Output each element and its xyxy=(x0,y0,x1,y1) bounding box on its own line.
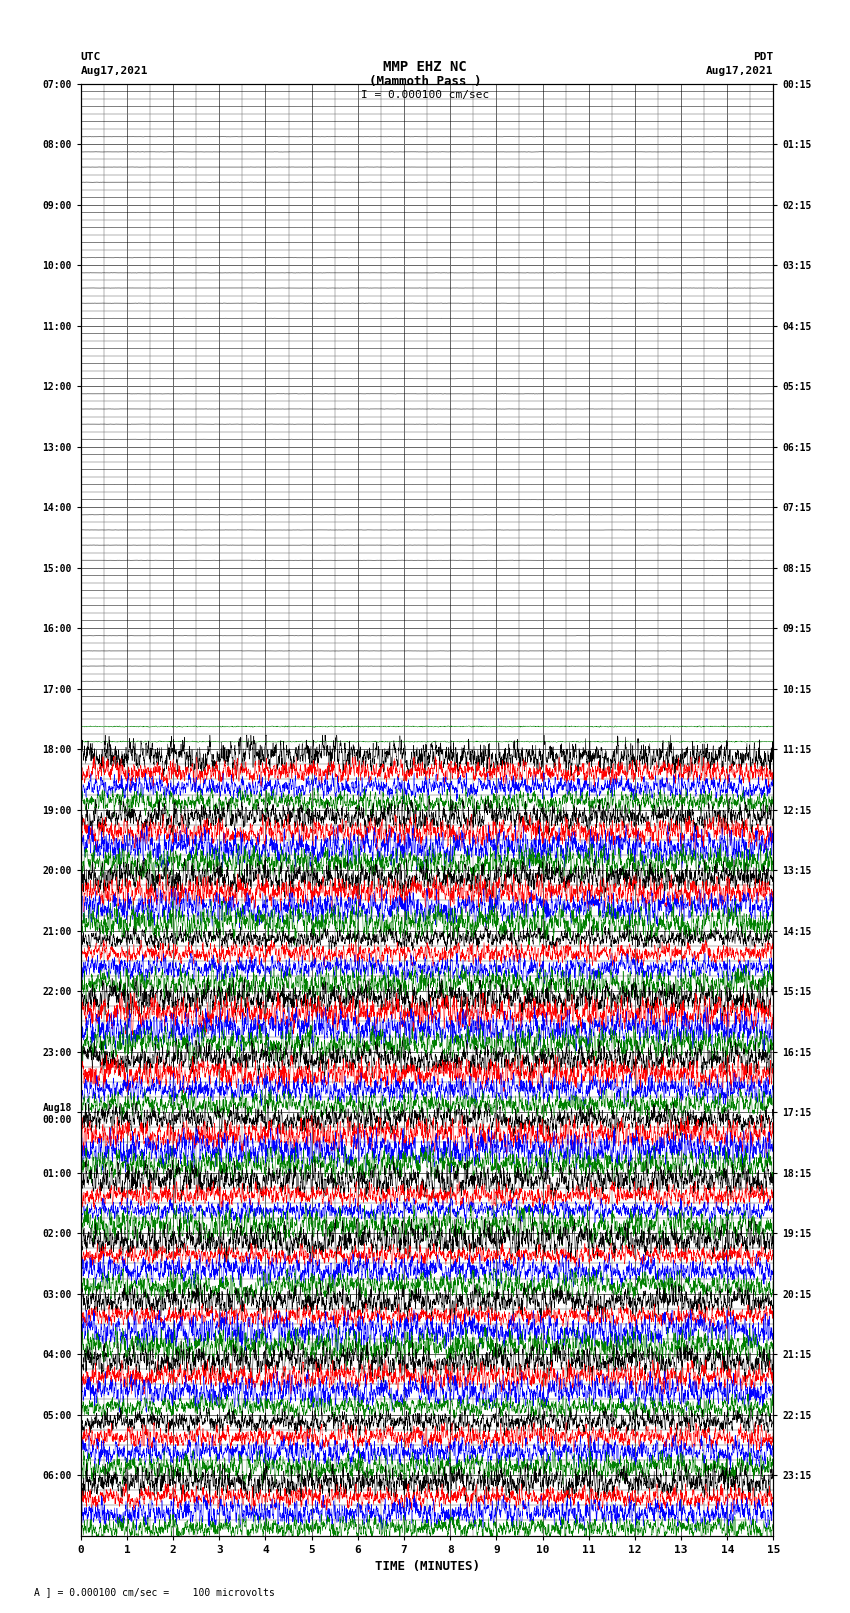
Text: (Mammoth Pass ): (Mammoth Pass ) xyxy=(369,76,481,89)
Text: MMP EHZ NC: MMP EHZ NC xyxy=(383,60,467,74)
Text: UTC: UTC xyxy=(81,52,101,61)
Text: Aug17,2021: Aug17,2021 xyxy=(706,66,774,76)
Text: A ] = 0.000100 cm/sec =    100 microvolts: A ] = 0.000100 cm/sec = 100 microvolts xyxy=(34,1587,275,1597)
Text: PDT: PDT xyxy=(753,52,774,61)
Text: I = 0.000100 cm/sec: I = 0.000100 cm/sec xyxy=(361,90,489,100)
X-axis label: TIME (MINUTES): TIME (MINUTES) xyxy=(375,1560,479,1573)
Text: Aug17,2021: Aug17,2021 xyxy=(81,66,148,76)
